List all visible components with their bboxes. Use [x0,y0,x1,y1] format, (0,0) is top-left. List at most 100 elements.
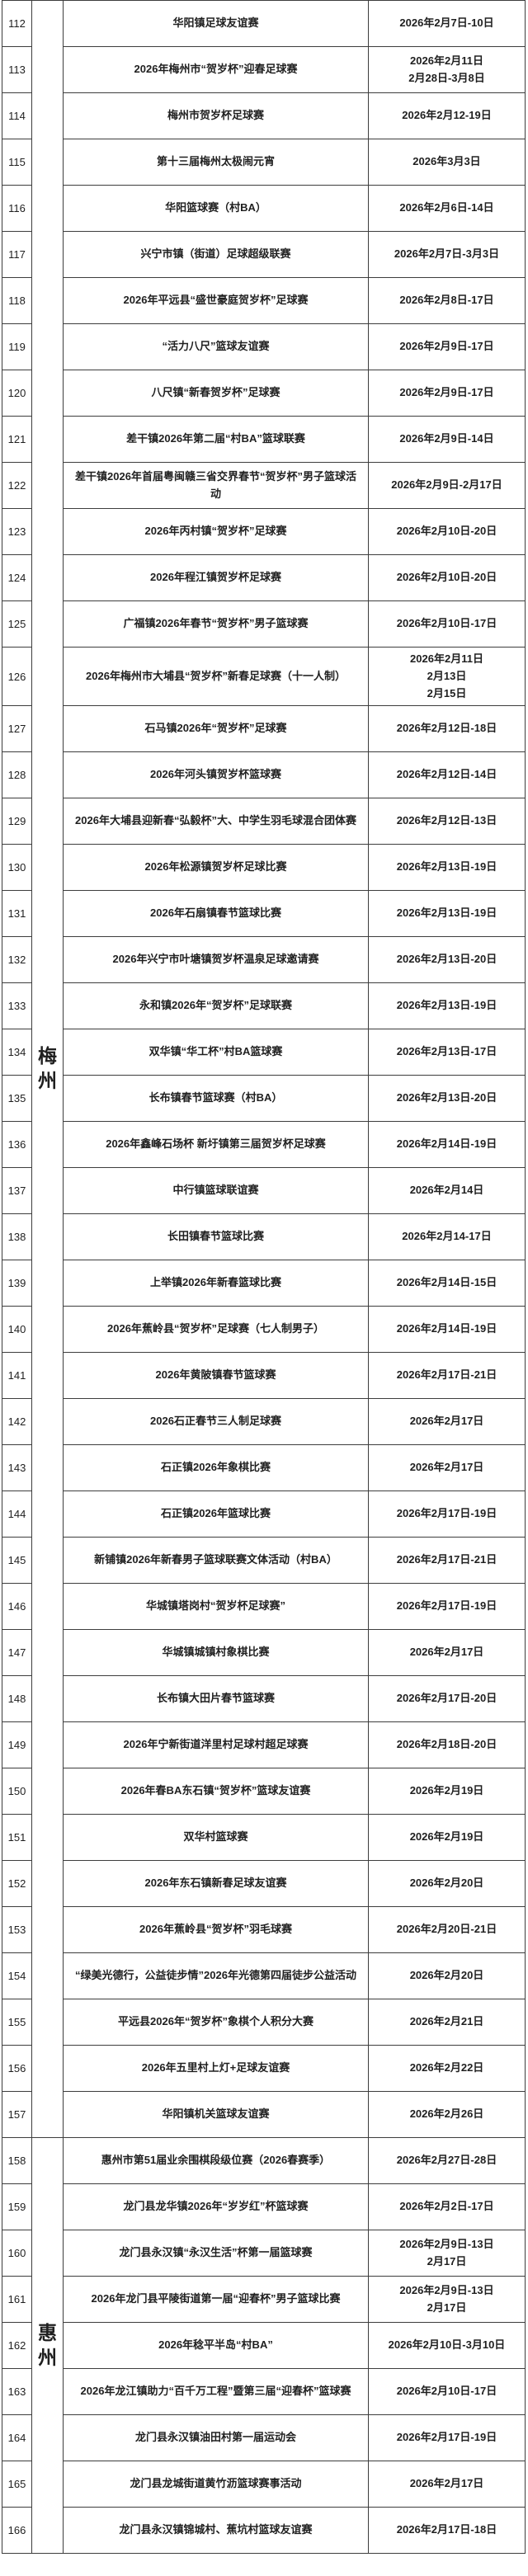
row-number-cell: 149 [2,1721,32,1769]
row-number-cell: 156 [2,2045,32,2093]
event-name-cell: 2026年程江镇贺岁杯足球赛 [63,554,369,601]
table-row: 151 双华村篮球赛 2026年2月19日 [2,1814,526,1862]
table-row: 153 2026年蕉岭县“贺岁杯”羽毛球赛 2026年2月20日-21日 [2,1906,526,1954]
date-line: 2026年2月9日-13日 [399,2284,494,2297]
event-name-cell: 石马镇2026年“贺岁杯”足球赛 [63,705,369,753]
event-name-cell: 兴宁市镇（街道）足球超级联赛 [63,231,369,278]
table-row: 117 兴宁市镇（街道）足球超级联赛 2026年2月7日-3月3日 [2,231,526,278]
row-number-cell: 120 [2,370,32,417]
event-name-cell: 华阳镇机关篮球友谊赛 [63,2091,369,2139]
table-row: 131 2026年石扇镇春节篮球比赛 2026年2月13日-19日 [2,890,526,938]
date-line: 2026年2月14日-19日 [396,1322,497,1335]
table-row: 163 2026年龙江镇助力“百千万工程”暨第三届“迎春杯”篮球赛 2026年2月1… [2,2368,526,2416]
table-row: 113 2026年梅州市“贺岁杯”迎春足球赛 2026年2月11日 2月28日-3月8… [2,46,526,93]
date-line: 2026年2月12日-18日 [396,722,497,735]
row-number-cell: 150 [2,1768,32,1815]
row-number-cell: 162 [2,2322,32,2370]
row-number-cell: 112 [2,0,32,47]
table-row: 118 2026年平远县“盛世豪庭贺岁杯”足球赛 2026年2月8日-17日 [2,277,526,324]
event-name-cell: 2026年龙江镇助力“百千万工程”暨第三届“迎春杯”篮球赛 [63,2368,369,2416]
table-row: 139 上举镇2026年新春篮球比赛 2026年2月14日-15日 [2,1260,526,1307]
table-row: 112 梅州 华阳镇足球友谊赛 2026年2月7日-10日 [2,0,526,2139]
table-row: 123 2026年丙村镇“贺岁杯”足球赛 2026年2月10日-20日 [2,508,526,555]
date-line: 2026年2月13日-20日 [396,953,497,966]
table-row: 145 新铺镇2026年新春男子篮球联赛文体活动（村BA） 2026年2月17日-2… [2,1537,526,1585]
table-row: 135 长布镇春节篮球赛（村BA） 2026年2月13日-20日 [2,1075,526,1123]
date-cell: 2026年2月13日-17日 [368,1029,526,1076]
date-cell: 2026年2月12日-13日 [368,798,526,845]
date-line: 2月17日 [427,2254,467,2268]
date-line: 2026年2月13日-19日 [396,860,497,874]
event-name-cell: 2026年平远县“盛世豪庭贺岁杯”足球赛 [63,277,369,324]
date-cell: 2026年2月8日-17日 [368,277,526,324]
date-line: 2026年2月14-17日 [402,1230,492,1243]
date-line: 2026年2月14日-15日 [396,1276,497,1289]
date-cell: 2026年2月14日-19日 [368,1306,526,1354]
table-row: 160 龙门县永汉镇“永汉生活”杯第一届篮球赛 2026年2月9日-13日 2月17日 [2,2230,526,2277]
table-row: 147 华城镇城镇村象棋比赛 2026年2月17日 [2,1629,526,1677]
table-row: 166 龙门县永汉镇锦城村、蕉坑村篮球友谊赛 2026年2月17日-18日 [2,2507,526,2555]
table-row: 161 2026年龙门县平陵街道第一届“迎春杯”男子篮球比赛 2026年2月9日-1… [2,2276,526,2324]
event-name-cell: 2026年兴宁市叶塘镇贺岁杯温泉足球邀请赛 [63,936,369,984]
date-cell: 2026年2月13日-19日 [368,890,526,938]
row-number-cell: 118 [2,277,32,324]
date-line: 2026年3月3日 [412,155,481,168]
date-cell: 2026年2月21日 [368,1999,526,2046]
date-cell: 2026年2月9日-2月17日 [368,462,526,509]
row-number-cell: 139 [2,1260,32,1307]
table-row: 136 2026年鑫峰石场杯 新圩镇第三届贺岁杯足球赛 2026年2月14日-19日 [2,1121,526,1169]
row-number-cell: 154 [2,1952,32,2000]
row-number-cell: 132 [2,936,32,984]
date-cell: 2026年2月14-17日 [368,1213,526,1261]
date-cell: 2026年2月9日-13日 2月17日 [368,2276,526,2324]
date-line: 2026年2月9日-14日 [399,432,494,445]
row-number-cell: 127 [2,705,32,753]
date-cell: 2026年2月17日 [368,1444,526,1492]
date-cell: 2026年2月13日-19日 [368,844,526,892]
table-row: 157 华阳镇机关篮球友谊赛 2026年2月26日 [2,2091,526,2139]
row-number-cell: 166 [2,2507,32,2555]
event-name-cell: 华城镇城镇村象棋比赛 [63,1629,369,1677]
date-line: 2026年2月20日 [409,1969,484,1982]
table-row: 148 长布镇大田片春节篮球赛 2026年2月17日-20日 [2,1675,526,1723]
event-name-cell: 长田镇春节篮球比赛 [63,1213,369,1261]
date-cell: 2026年2月11日 2月13日 2月15日 [368,646,526,707]
date-line: 2026年2月19日 [409,1784,484,1797]
date-line: 2026年2月17日-19日 [396,2431,497,2444]
row-number-cell: 126 [2,646,32,707]
table-row: 116 华阳篮球赛（村BA） 2026年2月6日-14日 [2,185,526,232]
date-line: 2026年2月17日-21日 [396,1553,497,1566]
event-name-cell: 2026年鑫峰石场杯 新圩镇第三届贺岁杯足球赛 [63,1121,369,1169]
event-name-cell: 2026年黄陂镇春节篮球赛 [63,1352,369,1400]
event-name-cell: 2026年稔平半岛“村BA” [63,2322,369,2370]
row-number-cell: 146 [2,1583,32,1631]
date-cell: 2026年2月17日-19日 [368,1583,526,1631]
event-name-cell: 华阳镇足球友谊赛 [63,0,369,47]
event-name-cell: 差干镇2026年第二届“村BA”篮球联赛 [63,416,369,463]
date-cell: 2026年2月17日-19日 [368,2414,526,2462]
date-line: 2026年2月20日-21日 [396,1923,497,1936]
date-line: 2026年2月20日 [409,1877,484,1890]
table-row: 130 2026年松源镇贺岁杯足球比赛 2026年2月13日-19日 [2,844,526,892]
table-row: 134 双华镇“华工杯”村BA篮球赛 2026年2月13日-17日 [2,1029,526,1076]
event-name-cell: 梅州市贺岁杯足球赛 [63,92,369,139]
date-line: 2026年2月18日-20日 [396,1738,497,1751]
event-name-cell: 2026年蕉岭县“贺岁杯”羽毛球赛 [63,1906,369,1954]
date-cell: 2026年2月19日 [368,1768,526,1815]
row-number-cell: 163 [2,2368,32,2416]
date-cell: 2026年2月27日-28日 [368,2137,526,2185]
event-name-cell: 2026年大埔县迎新春“弘毅杯”大、中学生羽毛球混合团体赛 [63,798,369,845]
event-name-cell: 2026年龙门县平陵街道第一届“迎春杯”男子篮球比赛 [63,2276,369,2324]
event-name-cell: 长布镇大田片春节篮球赛 [63,1675,369,1723]
table-row: 140 2026年蕉岭县“贺岁杯”足球赛（七人制男子） 2026年2月14日-19日 [2,1306,526,1354]
date-line: 2月17日 [427,2301,467,2314]
date-cell: 2026年2月17日 [368,1398,526,1446]
event-name-cell: 2026年梅州市大埔县“贺岁杯”新春足球赛（十一人制） [63,646,369,707]
date-line: 2026年2月7日-3月3日 [394,247,500,261]
event-name-cell: 龙门县龙华镇2026年“岁岁红”杯篮球赛 [63,2183,369,2231]
row-number-cell: 148 [2,1675,32,1723]
date-cell: 2026年2月7日-10日 [368,0,526,47]
date-cell: 2026年2月12日-18日 [368,705,526,753]
table-row: 121 差干镇2026年第二届“村BA”篮球联赛 2026年2月9日-14日 [2,416,526,463]
